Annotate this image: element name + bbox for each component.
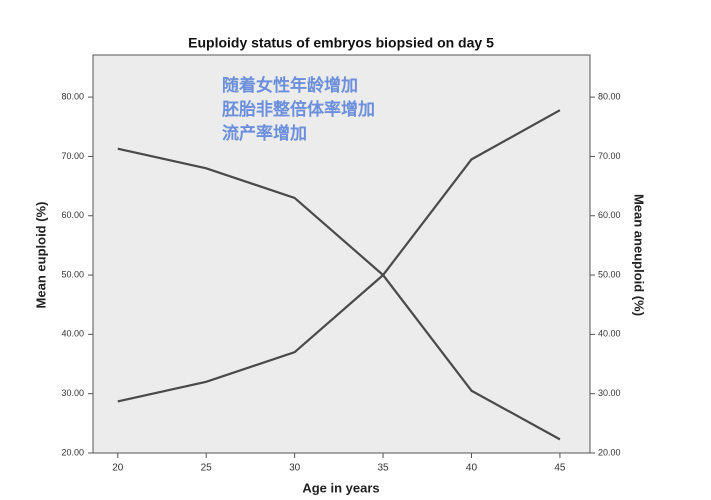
x-tick-label: 20	[112, 463, 124, 474]
x-tick-label: 30	[289, 463, 301, 474]
annotation: 胚胎非整倍体率增加	[222, 99, 375, 120]
y-tick-label: 50.00	[61, 269, 84, 279]
chart-title: Euploidy status of embryos biopsied on d…	[188, 35, 494, 51]
y2-tick-label: 50.00	[598, 269, 621, 279]
y-tick-label: 70.00	[61, 151, 84, 161]
y-tick-label: 30.00	[61, 388, 84, 398]
y-axis-label: Mean euploid (%)	[33, 202, 48, 309]
y2-tick-label: 20.00	[598, 447, 621, 457]
y2-tick-label: 40.00	[598, 329, 621, 339]
annotation: 随着女性年龄增加	[222, 75, 358, 96]
x-axis-label: Age in years	[302, 480, 379, 495]
x-tick-label: 25	[201, 463, 213, 474]
y2-tick-label: 70.00	[598, 151, 621, 161]
annotation: 流产率增加	[222, 123, 307, 144]
x-tick-label: 40	[466, 463, 478, 474]
y-tick-label: 20.00	[61, 447, 84, 457]
y-tick-label: 40.00	[61, 329, 84, 339]
x-tick-label: 35	[378, 463, 390, 474]
series-line	[117, 109, 561, 403]
plot-area	[92, 54, 591, 454]
y2-tick-label: 30.00	[598, 388, 621, 398]
x-tick-label: 45	[554, 463, 566, 474]
y-tick-label: 80.00	[61, 91, 84, 101]
y-tick-label: 60.00	[61, 210, 84, 220]
y2-tick-label: 80.00	[598, 91, 621, 101]
series-line	[117, 147, 561, 441]
y2-axis-label: Mean aneuploid (%)	[632, 194, 647, 316]
y2-tick-label: 60.00	[598, 210, 621, 220]
